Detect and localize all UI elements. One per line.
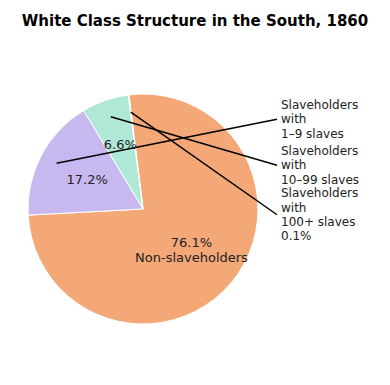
svg-text:Slaveholderswith100+ slaves0.1: Slaveholderswith100+ slaves0.1% [281, 186, 358, 243]
svg-text:76.1%Non-slaveholders: 76.1%Non-slaveholders [135, 234, 248, 265]
html-text:White Class Structure in the S: White Class Structure in the South, 1860 [21, 12, 369, 30]
svg-text:Slaveholderswith1–9 slaves: Slaveholderswith1–9 slaves [281, 98, 358, 141]
svg-text:6.6%: 6.6% [104, 136, 137, 151]
svg-text:Slaveholderswith10–99 slaves: Slaveholderswith10–99 slaves [281, 144, 359, 187]
svg-text:17.2%: 17.2% [66, 172, 107, 187]
